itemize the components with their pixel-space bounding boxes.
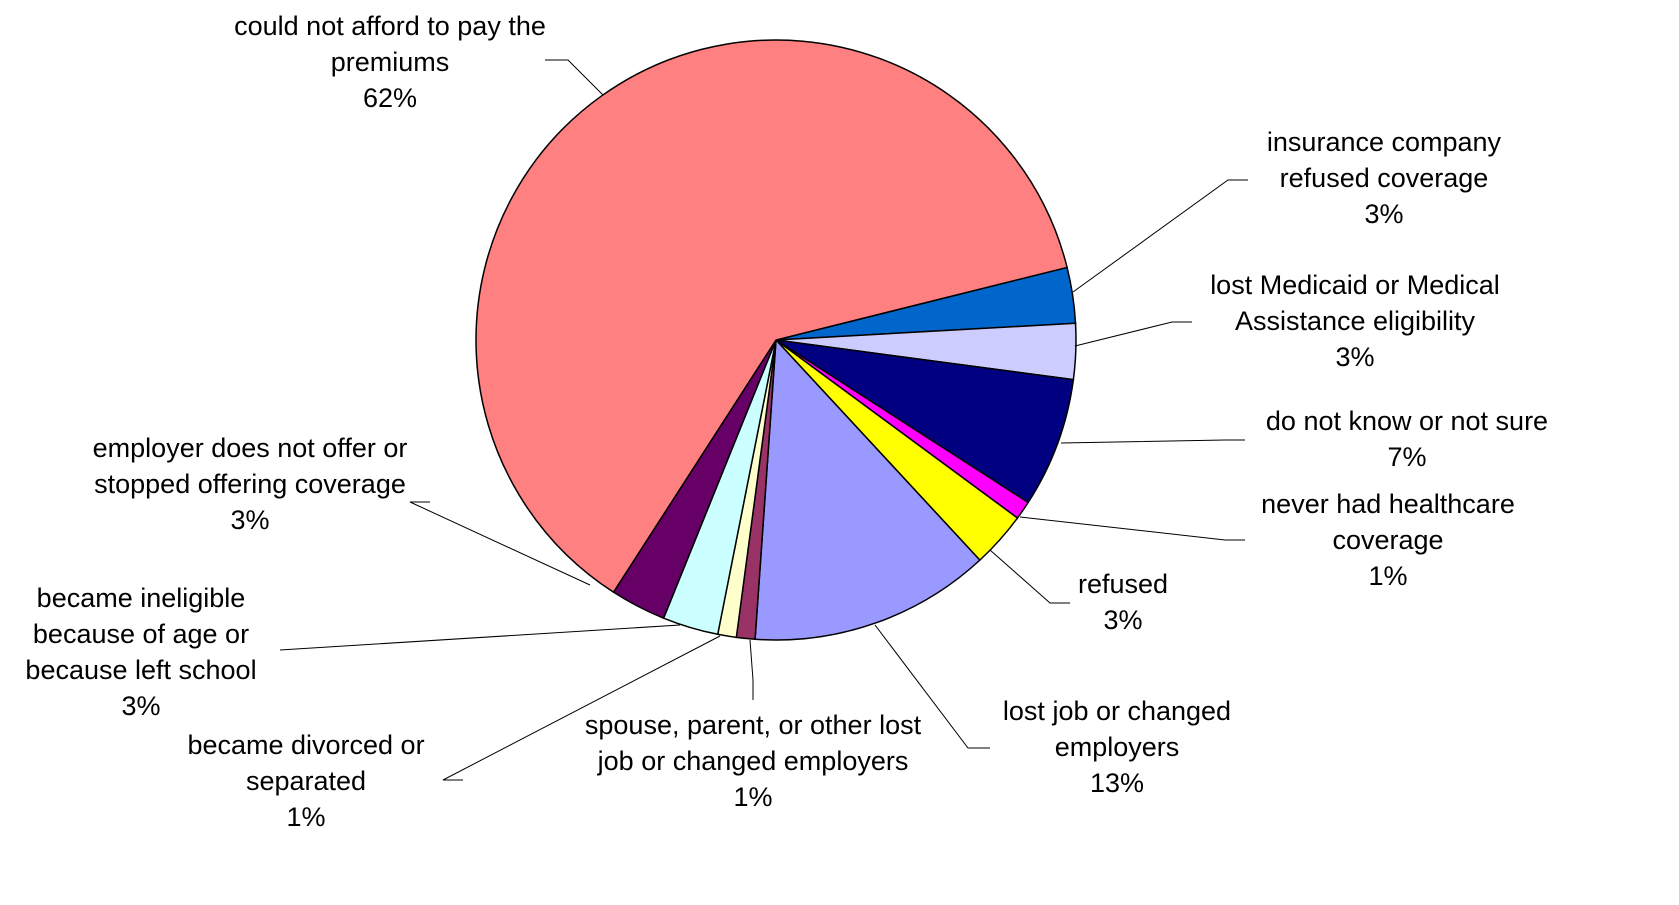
leader-line (1060, 439, 1245, 444)
value-label: 3% (121, 691, 161, 721)
data-label: became ineligible because of age or beca… (1, 580, 281, 724)
category-label: lost Medicaid or Medical Assistance elig… (1210, 270, 1500, 336)
pie-slice (475, 39, 1069, 594)
category-label: do not know or not sure (1265, 406, 1549, 436)
leader-line (1019, 516, 1245, 541)
pie-slice (775, 339, 1075, 504)
category-label: lost job or changed employers (1002, 696, 1232, 762)
value-label: 3% (1103, 605, 1143, 635)
value-label: 1% (1368, 561, 1408, 591)
leader-line (1074, 321, 1192, 347)
category-label: could not afford to pay the premiums (234, 11, 546, 77)
data-label: could not afford to pay the premiums 62% (230, 8, 550, 116)
value-label: 62% (362, 83, 418, 113)
category-label: became divorced or separated (187, 730, 425, 796)
leader-line (545, 59, 604, 96)
value-label: 13% (1089, 768, 1145, 798)
leader-line (442, 635, 721, 781)
value-label: 1% (733, 782, 773, 812)
category-label: never had healthcare coverage (1261, 489, 1515, 555)
value-label: 1% (286, 802, 326, 832)
data-label: insurance company refused coverage 3% (1224, 124, 1544, 232)
category-label: spouse, parent, or other lost job or cha… (584, 710, 922, 776)
leader-line (1072, 179, 1248, 293)
value-label: 3% (1335, 342, 1375, 372)
pie-slice (754, 338, 981, 641)
leader-line (749, 639, 754, 700)
data-label: never had healthcare coverage 1% (1238, 486, 1538, 594)
data-label: became divorced or separated 1% (156, 727, 456, 835)
leader-line (874, 624, 990, 749)
value-label: 7% (1387, 442, 1427, 472)
data-label: employer does not offer or stopped offer… (85, 430, 415, 538)
category-label: refused (1077, 569, 1169, 599)
leader-line (409, 501, 591, 586)
data-label: do not know or not sure 7% (1237, 403, 1577, 475)
data-label: spouse, parent, or other lost job or cha… (583, 707, 923, 815)
category-label: became ineligible because of age or beca… (25, 583, 257, 685)
value-label: 3% (230, 505, 270, 535)
data-label: lost job or changed employers 13% (977, 693, 1257, 801)
data-label: refused 3% (1048, 566, 1198, 638)
leader-line (279, 624, 681, 651)
category-label: employer does not offer or stopped offer… (92, 433, 408, 499)
category-label: insurance company refused coverage (1266, 127, 1502, 193)
data-label: lost Medicaid or Medical Assistance elig… (1185, 267, 1525, 375)
leader-line (989, 549, 1070, 604)
value-label: 3% (1364, 199, 1404, 229)
